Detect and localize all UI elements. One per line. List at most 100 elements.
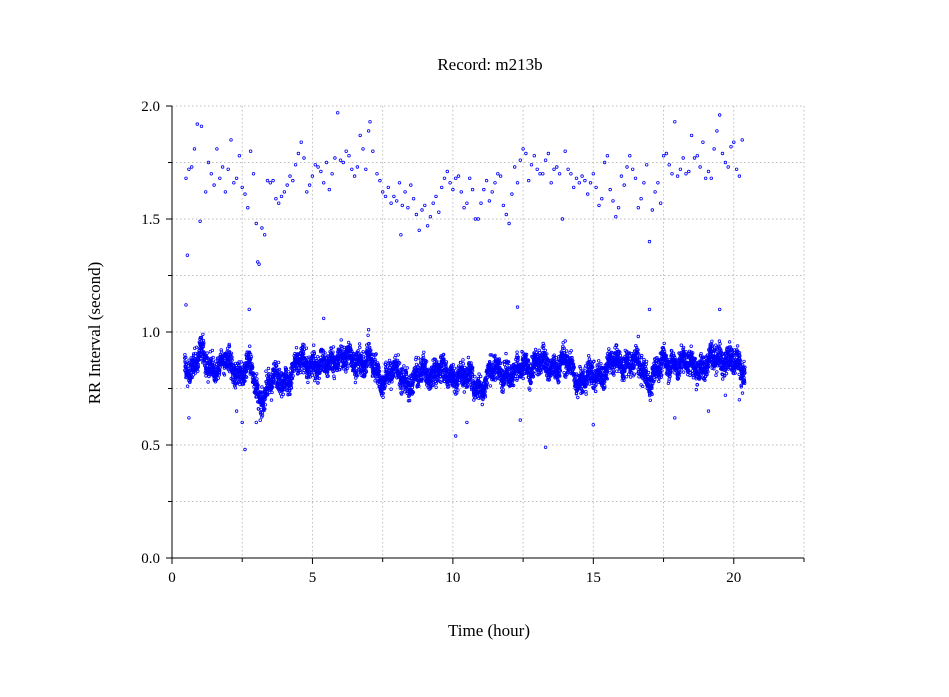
data-point xyxy=(634,344,638,348)
axes: 0 5 10 15 200.00.51.01.52.0 xyxy=(141,99,805,586)
data-point xyxy=(710,339,714,343)
data-point xyxy=(442,358,446,363)
data-point xyxy=(668,374,672,378)
data-point xyxy=(414,362,419,367)
data-point xyxy=(222,373,227,377)
y-tick-label: 0.0 xyxy=(141,551,160,567)
data-point xyxy=(434,381,438,385)
data-point xyxy=(435,359,439,363)
data-point xyxy=(480,402,484,407)
data-point xyxy=(348,344,352,348)
data-point xyxy=(565,354,570,358)
data-point xyxy=(666,381,671,385)
y-tick-label: 2.0 xyxy=(141,99,160,115)
data-point xyxy=(392,374,396,378)
grid-lines xyxy=(172,105,805,558)
data-point xyxy=(516,355,521,360)
data-point xyxy=(196,369,200,373)
data-point xyxy=(280,395,284,399)
data-point xyxy=(648,398,652,402)
data-point xyxy=(279,371,283,375)
data-point xyxy=(275,364,279,368)
data-point xyxy=(355,374,359,378)
data-point xyxy=(557,380,561,384)
data-point xyxy=(260,413,265,417)
data-point xyxy=(270,390,274,395)
data-point xyxy=(681,345,686,350)
data-point xyxy=(584,392,588,396)
data-point xyxy=(397,361,402,365)
data-point xyxy=(263,403,267,407)
data-point xyxy=(321,351,326,355)
data-point xyxy=(370,352,374,356)
data-point xyxy=(565,349,569,353)
data-point xyxy=(373,357,377,362)
data-point xyxy=(196,362,200,367)
data-point xyxy=(271,385,275,389)
data-point xyxy=(698,375,703,380)
data-point xyxy=(608,371,612,375)
data-point xyxy=(377,366,381,370)
data-point xyxy=(693,357,697,361)
data-point xyxy=(383,384,388,388)
data-point xyxy=(514,362,518,366)
data-point xyxy=(381,395,385,399)
data-point xyxy=(373,379,377,383)
x-tick-label: 15 xyxy=(586,570,601,586)
data-point xyxy=(456,383,460,387)
data-point xyxy=(193,371,198,375)
data-point xyxy=(451,363,455,367)
data-point xyxy=(473,375,477,379)
data-point xyxy=(230,355,234,359)
data-point xyxy=(483,393,487,397)
data-point xyxy=(428,386,432,391)
data-point xyxy=(199,335,204,340)
data-point xyxy=(357,342,362,346)
data-point xyxy=(661,345,665,350)
data-point xyxy=(691,376,696,380)
data-point xyxy=(442,357,446,361)
data-point xyxy=(678,370,682,375)
data-point xyxy=(501,388,505,392)
data-point xyxy=(562,346,566,350)
data-point xyxy=(554,356,558,360)
data-point xyxy=(653,377,657,382)
data-point xyxy=(670,349,674,353)
data-point xyxy=(569,349,573,353)
data-point xyxy=(547,358,551,363)
data-point xyxy=(429,384,433,389)
data-point xyxy=(461,362,465,366)
data-point xyxy=(375,361,380,365)
data-point xyxy=(705,372,709,377)
data-point xyxy=(227,342,231,347)
data-point xyxy=(586,360,591,364)
data-point xyxy=(539,370,543,375)
data-point xyxy=(255,372,259,376)
data-point xyxy=(538,351,542,355)
data-point xyxy=(244,369,249,374)
data-point xyxy=(441,360,445,364)
data-point xyxy=(206,380,210,384)
data-point xyxy=(506,368,510,372)
data-point xyxy=(681,370,686,374)
data-point xyxy=(603,380,607,384)
data-point xyxy=(234,382,238,386)
data-point xyxy=(247,344,252,348)
data-point xyxy=(644,367,648,371)
data-point xyxy=(660,373,664,377)
data-point xyxy=(423,367,427,371)
data-point xyxy=(312,343,316,347)
data-point xyxy=(342,345,347,350)
data-point xyxy=(470,372,475,377)
data-point xyxy=(499,361,503,365)
data-point xyxy=(672,354,676,358)
data-point xyxy=(552,353,556,357)
data-point xyxy=(343,358,348,362)
data-point xyxy=(315,376,320,380)
data-point xyxy=(684,350,688,354)
data-point xyxy=(390,380,394,384)
data-point xyxy=(396,353,400,357)
data-point xyxy=(326,374,330,378)
data-point xyxy=(302,352,306,356)
data-point xyxy=(574,372,579,376)
